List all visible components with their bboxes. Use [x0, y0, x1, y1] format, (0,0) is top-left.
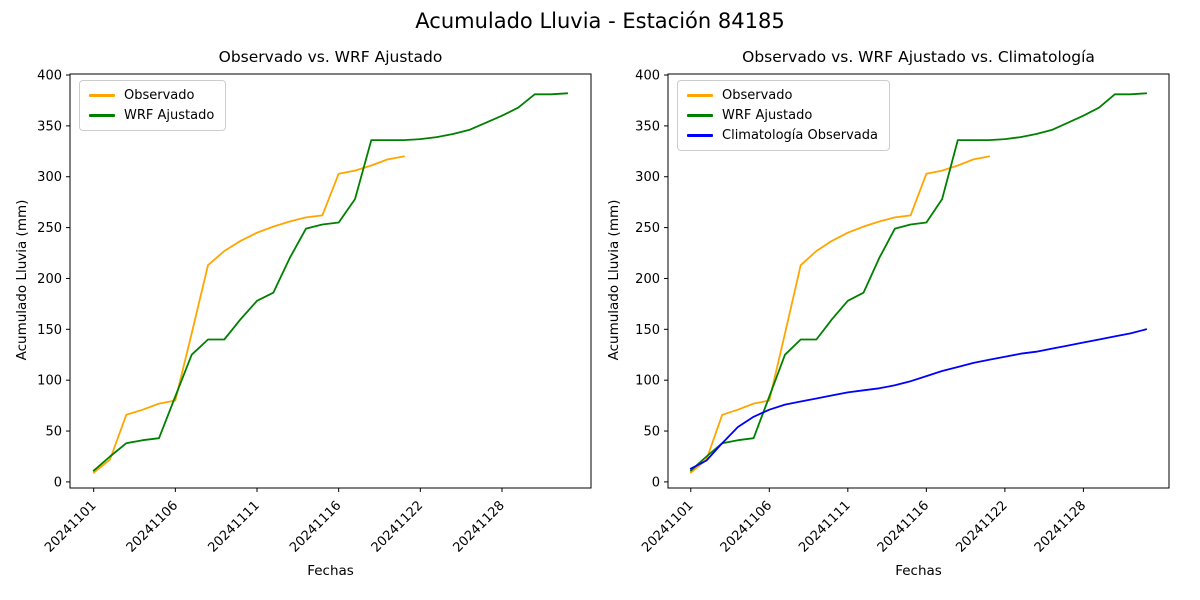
x-tick-label: 20241106: [718, 498, 775, 555]
legend-label: Climatología Observada: [722, 128, 878, 143]
x-tick-label: 20241128: [1032, 498, 1089, 555]
y-tick-label: 100: [635, 374, 660, 389]
left-plot-legend: Observado WRF Ajustado: [79, 80, 227, 131]
legend-label: Observado: [124, 88, 195, 103]
series-line-wrf-ajustado: [92, 92, 569, 472]
y-tick-label: 50: [643, 425, 660, 440]
x-tick-label: 20241116: [287, 498, 344, 555]
x-tick-label: 20241111: [796, 498, 853, 555]
legend-label: WRF Ajustado: [124, 108, 215, 123]
legend-label: WRF Ajustado: [722, 108, 813, 123]
x-tick-label: 20241101: [639, 498, 696, 555]
right-plot-title: Observado vs. WRF Ajustado vs. Climatolo…: [742, 48, 1095, 66]
y-tick-label: 250: [37, 221, 62, 236]
legend-item: Observado: [687, 88, 878, 103]
x-tick-label: 20241111: [205, 498, 262, 555]
legend-item: Climatología Observada: [687, 128, 878, 143]
y-tick-label: 350: [37, 119, 62, 134]
y-tick-label: 50: [45, 425, 62, 440]
y-tick-label: 150: [37, 323, 62, 338]
figure-title: Acumulado Lluvia - Estación 84185: [415, 9, 785, 33]
y-tick-label: 400: [37, 69, 62, 84]
y-tick-label: 200: [37, 272, 62, 287]
legend-line-swatch: [89, 114, 115, 117]
y-tick-label: 300: [37, 170, 62, 185]
y-tick-label: 400: [635, 69, 660, 84]
y-tick-label: 0: [652, 475, 660, 490]
legend-line-swatch: [687, 134, 713, 137]
legend-label: Observado: [722, 88, 793, 103]
right-plot-legend: Observado WRF Ajustado Climatología Observ…: [677, 80, 890, 151]
y-tick-label: 250: [635, 221, 660, 236]
legend-item: Observado: [89, 88, 214, 103]
legend-item: WRF Ajustado: [89, 108, 214, 123]
y-tick-label: 300: [635, 170, 660, 185]
legend-line-swatch: [687, 94, 713, 97]
x-tick-label: 20241128: [450, 498, 507, 555]
y-tick-label: 150: [635, 323, 660, 338]
x-tick-label: 20241106: [124, 498, 181, 555]
left-plot-xlabel: Fechas: [307, 563, 354, 579]
x-tick-label: 20241122: [369, 498, 426, 555]
left-plot-title: Observado vs. WRF Ajustado: [218, 48, 443, 66]
legend-line-swatch: [89, 94, 115, 97]
series-line-observado: [689, 155, 991, 474]
series-line-wrf-ajustado: [689, 92, 1148, 472]
x-tick-label: 20241122: [953, 498, 1010, 555]
series-line-observado: [92, 155, 405, 474]
axes-frame: [69, 73, 592, 489]
legend-line-swatch: [687, 114, 713, 117]
x-tick-label: 20241116: [875, 498, 932, 555]
y-tick-label: 350: [635, 119, 660, 134]
legend-item: WRF Ajustado: [687, 108, 878, 123]
y-tick-label: 200: [635, 272, 660, 287]
y-tick-label: 100: [37, 374, 62, 389]
right-plot-xlabel: Fechas: [895, 563, 942, 579]
axes-frame: [667, 73, 1170, 489]
x-tick-label: 20241101: [42, 498, 99, 555]
series-line-climatolog-a-observada: [689, 328, 1148, 470]
y-tick-label: 0: [54, 475, 62, 490]
